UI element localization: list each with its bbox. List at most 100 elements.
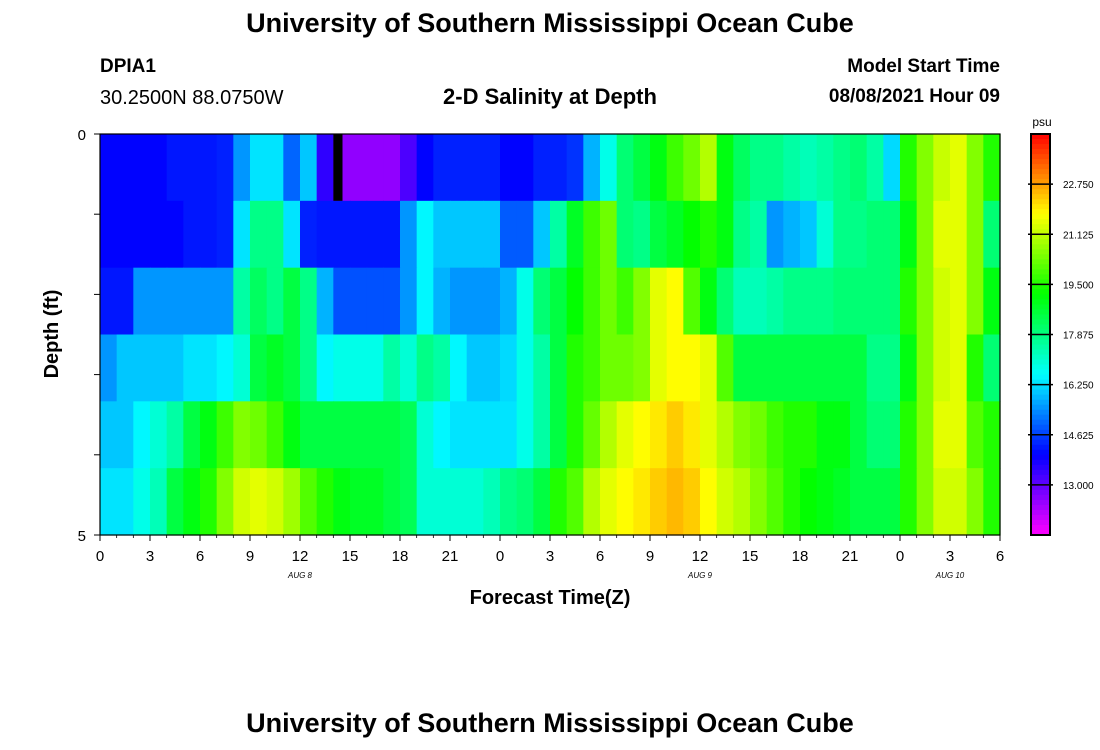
heat-cell [816, 468, 834, 536]
heat-cell [166, 200, 184, 269]
heat-cell [583, 134, 601, 202]
heat-cell [266, 334, 284, 402]
colorbar-band [1031, 369, 1050, 376]
colorbar-band [1031, 134, 1050, 140]
heat-cell [933, 134, 951, 202]
heat-cell [166, 134, 184, 202]
colorbar-band [1031, 499, 1050, 506]
heat-cell [183, 468, 201, 536]
heat-cell [550, 134, 568, 202]
heat-cell [150, 468, 168, 536]
heat-cell [866, 468, 884, 536]
heat-cell [933, 334, 951, 402]
x-tick-label: 6 [996, 548, 1004, 565]
colorbar-band [1031, 319, 1050, 326]
heat-cell [566, 401, 584, 469]
colorbar-band [1031, 494, 1050, 501]
colorbar-band [1031, 209, 1050, 215]
heat-cell [483, 468, 501, 536]
heat-cell [316, 334, 334, 402]
heat-cell [533, 468, 551, 536]
heat-cell [800, 334, 818, 402]
heat-cell [433, 267, 451, 336]
heat-cell [350, 334, 368, 402]
heat-cell [900, 267, 918, 336]
heat-cell [133, 401, 151, 469]
heat-cell [716, 134, 734, 202]
x-tick-label: 3 [946, 548, 954, 565]
x-tick-label: 6 [596, 548, 604, 565]
heat-cell [600, 200, 618, 269]
colorbar-band [1031, 314, 1050, 321]
heat-cell [116, 200, 134, 269]
colorbar-tick-label: 16.250 [1063, 381, 1094, 392]
heat-cell [850, 200, 868, 269]
colorbar-band [1031, 304, 1050, 311]
heat-cell [633, 401, 651, 469]
heat-cell [416, 200, 434, 269]
heat-cell [100, 267, 118, 336]
heat-cell [800, 468, 818, 536]
heat-cell [616, 134, 634, 202]
heat-cell [233, 334, 251, 402]
heat-cell [183, 134, 201, 202]
heat-cell [766, 134, 784, 202]
heat-cell [533, 134, 551, 202]
colorbar-band [1031, 294, 1050, 301]
x-tick-label: 12 [292, 548, 309, 565]
heat-cell [666, 468, 684, 536]
heat-cell [783, 334, 801, 402]
heat-cell [533, 334, 551, 402]
colorbar-band [1031, 274, 1050, 280]
heat-cell [350, 401, 368, 469]
heat-cell [916, 401, 934, 469]
heat-cell [216, 200, 234, 269]
heat-cell [416, 267, 434, 336]
heat-cell [200, 200, 218, 269]
heat-cell [383, 334, 401, 402]
heat-cell [600, 401, 618, 469]
heat-cell [733, 267, 751, 336]
heat-cell [600, 267, 618, 336]
heat-cell [616, 334, 634, 402]
heat-cell [883, 134, 901, 202]
heat-cell [283, 401, 301, 469]
colorbar-band [1031, 144, 1050, 150]
heat-cell [316, 401, 334, 469]
heat-cell [583, 334, 601, 402]
heat-cell [766, 401, 784, 469]
colorbar-band [1031, 244, 1050, 250]
heat-cell [450, 200, 468, 269]
heat-cell [316, 267, 334, 336]
heat-cell [233, 468, 251, 536]
heat-cell [683, 134, 701, 202]
heat-cell [433, 200, 451, 269]
colorbar-band [1031, 229, 1050, 235]
colorbar-unit: psu [1032, 115, 1051, 129]
heat-cell [516, 468, 534, 536]
heat-cell [783, 134, 801, 202]
colorbar-band [1031, 299, 1050, 306]
heat-cell [133, 267, 151, 336]
heat-cell [600, 134, 618, 202]
x-tick-label: 9 [646, 548, 654, 565]
heat-cell [816, 267, 834, 336]
heat-cell [466, 267, 484, 336]
heat-cell [833, 401, 851, 469]
heat-cell [416, 401, 434, 469]
colorbar-band [1031, 179, 1050, 185]
heat-cell [150, 134, 168, 202]
heat-cell [700, 200, 718, 269]
colorbar-band [1031, 349, 1050, 356]
heat-cell [466, 401, 484, 469]
heat-cell [500, 468, 518, 536]
heat-cell [650, 468, 668, 536]
colorbar-band [1031, 434, 1050, 441]
heat-cell [833, 334, 851, 402]
heat-cell [383, 468, 401, 536]
heat-cell [483, 401, 501, 469]
heat-cell [333, 468, 351, 536]
heat-cell [450, 468, 468, 536]
colorbar-band [1031, 329, 1050, 336]
